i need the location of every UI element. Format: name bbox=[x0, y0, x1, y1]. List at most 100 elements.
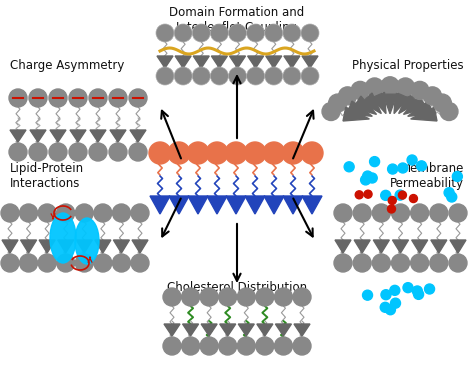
Circle shape bbox=[449, 204, 467, 222]
Polygon shape bbox=[58, 240, 74, 253]
Circle shape bbox=[430, 254, 448, 272]
Circle shape bbox=[163, 337, 181, 355]
Polygon shape bbox=[450, 240, 466, 253]
Polygon shape bbox=[374, 240, 389, 253]
Text: Charge Asymmetry: Charge Asymmetry bbox=[10, 59, 124, 72]
Polygon shape bbox=[130, 130, 146, 142]
Polygon shape bbox=[403, 96, 427, 114]
Circle shape bbox=[373, 204, 390, 222]
Circle shape bbox=[385, 305, 395, 315]
Polygon shape bbox=[188, 196, 208, 214]
Circle shape bbox=[244, 142, 266, 164]
Circle shape bbox=[449, 254, 467, 272]
Circle shape bbox=[187, 142, 209, 164]
Polygon shape bbox=[229, 56, 246, 68]
Circle shape bbox=[69, 143, 87, 161]
Circle shape bbox=[396, 78, 414, 96]
Polygon shape bbox=[220, 324, 236, 336]
Circle shape bbox=[430, 204, 448, 222]
Polygon shape bbox=[10, 130, 26, 142]
Ellipse shape bbox=[50, 213, 76, 263]
Polygon shape bbox=[20, 240, 36, 253]
Ellipse shape bbox=[75, 218, 99, 264]
Polygon shape bbox=[238, 324, 254, 336]
Circle shape bbox=[334, 204, 352, 222]
Circle shape bbox=[75, 254, 93, 272]
Circle shape bbox=[301, 67, 319, 85]
Circle shape bbox=[388, 164, 398, 174]
Circle shape bbox=[112, 204, 130, 222]
Polygon shape bbox=[193, 56, 209, 68]
Circle shape bbox=[433, 94, 451, 112]
Polygon shape bbox=[392, 240, 409, 253]
Circle shape bbox=[38, 254, 56, 272]
Polygon shape bbox=[294, 324, 310, 336]
Polygon shape bbox=[302, 196, 322, 214]
Text: Physical Properties: Physical Properties bbox=[352, 59, 464, 72]
Circle shape bbox=[206, 142, 228, 164]
Circle shape bbox=[447, 192, 457, 202]
Circle shape bbox=[246, 24, 264, 42]
Polygon shape bbox=[335, 240, 351, 253]
Polygon shape bbox=[211, 56, 228, 68]
Circle shape bbox=[425, 284, 435, 294]
Polygon shape bbox=[150, 196, 170, 214]
Polygon shape bbox=[362, 93, 382, 114]
Circle shape bbox=[390, 285, 400, 295]
Circle shape bbox=[398, 163, 408, 173]
Circle shape bbox=[351, 81, 369, 99]
Polygon shape bbox=[164, 324, 180, 336]
Circle shape bbox=[49, 89, 67, 107]
Circle shape bbox=[381, 77, 399, 95]
Polygon shape bbox=[247, 56, 264, 68]
Circle shape bbox=[363, 290, 373, 300]
Circle shape bbox=[57, 254, 75, 272]
Polygon shape bbox=[30, 130, 46, 142]
Circle shape bbox=[410, 254, 428, 272]
Circle shape bbox=[225, 142, 247, 164]
Circle shape bbox=[412, 286, 422, 296]
Polygon shape bbox=[343, 107, 369, 121]
Polygon shape bbox=[90, 130, 106, 142]
Circle shape bbox=[403, 283, 413, 293]
Circle shape bbox=[373, 254, 390, 272]
Text: Membrane
Permeability: Membrane Permeability bbox=[390, 162, 464, 190]
Circle shape bbox=[283, 67, 301, 85]
Polygon shape bbox=[2, 240, 18, 253]
Polygon shape bbox=[410, 107, 437, 121]
Circle shape bbox=[293, 288, 311, 306]
Polygon shape bbox=[70, 130, 86, 142]
Circle shape bbox=[410, 204, 428, 222]
Circle shape bbox=[112, 254, 130, 272]
Circle shape bbox=[49, 143, 67, 161]
Circle shape bbox=[387, 205, 395, 213]
Circle shape bbox=[246, 67, 264, 85]
Circle shape bbox=[237, 288, 255, 306]
Polygon shape bbox=[201, 324, 217, 336]
Polygon shape bbox=[95, 240, 111, 253]
Circle shape bbox=[219, 337, 237, 355]
Circle shape bbox=[283, 24, 301, 42]
Polygon shape bbox=[264, 196, 284, 214]
Polygon shape bbox=[169, 196, 189, 214]
Circle shape bbox=[19, 254, 37, 272]
Circle shape bbox=[29, 143, 47, 161]
Polygon shape bbox=[157, 56, 173, 68]
Circle shape bbox=[263, 142, 285, 164]
Circle shape bbox=[149, 142, 171, 164]
Circle shape bbox=[57, 204, 75, 222]
Circle shape bbox=[192, 67, 210, 85]
Circle shape bbox=[274, 337, 292, 355]
Circle shape bbox=[407, 155, 417, 165]
Circle shape bbox=[75, 204, 93, 222]
Circle shape bbox=[29, 89, 47, 107]
Polygon shape bbox=[207, 196, 227, 214]
Circle shape bbox=[109, 89, 127, 107]
Circle shape bbox=[452, 171, 462, 181]
Circle shape bbox=[69, 89, 87, 107]
Polygon shape bbox=[226, 196, 246, 214]
Polygon shape bbox=[354, 96, 376, 114]
Circle shape bbox=[365, 78, 383, 96]
Polygon shape bbox=[347, 101, 372, 116]
Circle shape bbox=[200, 337, 218, 355]
